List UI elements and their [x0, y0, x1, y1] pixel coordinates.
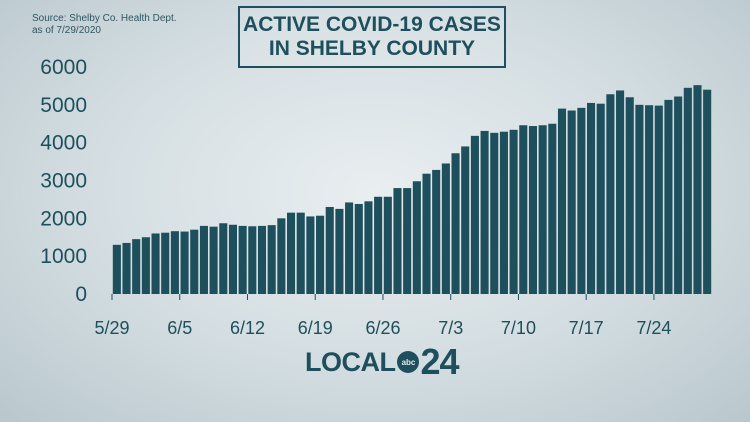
bar-7-13: [548, 123, 557, 294]
bar-7-26: [674, 96, 683, 294]
bar-6-5: [180, 231, 189, 294]
bar-7-1: [432, 169, 441, 294]
bar-7-25: [664, 99, 673, 294]
x-tick-label: 7/17: [569, 318, 604, 338]
bar-7-29: [703, 89, 712, 294]
bar-7-28: [693, 85, 702, 294]
bar-7-3: [451, 153, 460, 294]
bar-7-15: [567, 110, 576, 294]
bar-6-9: [219, 223, 228, 294]
bar-6-3: [161, 232, 170, 294]
bar-7-5: [470, 135, 479, 294]
bar-7-11: [528, 126, 538, 295]
abc-network-icon: abc: [397, 351, 420, 373]
chart-title: ACTIVE COVID-19 CASES IN SHELBY COUNTY: [238, 6, 506, 68]
bar-6-11: [238, 225, 247, 294]
source-note: Source: Shelby Co. Health Dept. as of 7/…: [32, 13, 212, 37]
bar-6-20: [325, 206, 334, 294]
bar-6-12: [248, 226, 257, 294]
y-tick-label: 5000: [40, 94, 87, 117]
bar-7-6: [480, 130, 489, 294]
bar-7-18: [596, 103, 605, 294]
y-axis-ticks: 0 1000 2000 3000 4000 5000 6000: [40, 56, 87, 306]
bar-5-31: [132, 239, 141, 294]
y-tick-label: 2000: [40, 207, 87, 230]
bar-6-13: [257, 225, 267, 294]
chart-title-line-1: ACTIVE COVID-19 CASES: [243, 13, 501, 36]
bar-6-15: [277, 218, 286, 294]
bar-6-8: [209, 226, 218, 294]
bar-7-17: [586, 102, 596, 294]
y-tick-label: 3000: [40, 170, 87, 193]
x-tick-label: 6/19: [298, 318, 333, 338]
bar-6-27: [393, 188, 402, 294]
chart-title-line-2: IN SHELBY COUNTY: [268, 37, 476, 60]
bar-6-29: [412, 181, 421, 294]
bar-5-29: [112, 244, 121, 294]
bar-6-18: [306, 216, 315, 294]
bar-6-26: [383, 196, 392, 294]
logo-channel-number: 24: [420, 341, 459, 382]
bar-7-16: [577, 107, 586, 294]
bar-6-19: [316, 215, 325, 294]
bar-7-8: [499, 131, 508, 294]
bar-6-17: [296, 212, 305, 294]
y-tick-label: 4000: [40, 132, 87, 155]
station-logo: LOCAL abc 24: [305, 340, 460, 384]
bar-6-4: [170, 231, 179, 294]
bar-7-14: [557, 108, 567, 295]
y-tick-label: 1000: [40, 245, 87, 268]
x-tick-label: 6/26: [365, 318, 400, 338]
x-tick-label: 7/3: [438, 318, 463, 338]
bar-7-22: [635, 104, 644, 294]
x-tick-label: 7/24: [636, 318, 671, 338]
x-tick-label: 5/29: [94, 318, 129, 338]
bar-7-27: [683, 87, 692, 294]
bar-7-9: [509, 129, 518, 294]
bar-7-4: [461, 146, 470, 294]
x-axis-ticks: 5/29 6/5 6/12 6/19 6/26 7/3 7/10 7/17 7/24: [94, 294, 671, 338]
bar-6-16: [286, 212, 296, 294]
bar-6-10: [228, 224, 238, 294]
bar-6-25: [374, 196, 383, 294]
bar-6-21: [335, 208, 344, 295]
bar-7-20: [616, 90, 625, 295]
bar-7-10: [519, 125, 528, 294]
bars-group: [112, 85, 712, 295]
bar-6-2: [151, 233, 160, 294]
bar-7-7: [490, 132, 499, 294]
bar-7-12: [538, 125, 547, 294]
y-tick-label: 6000: [40, 56, 87, 79]
bar-7-2: [441, 163, 450, 294]
x-tick-label: 7/10: [501, 318, 536, 338]
bar-6-23: [354, 203, 363, 294]
bar-7-23: [645, 105, 654, 295]
x-tick-label: 6/12: [230, 318, 265, 338]
x-tick-label: 6/5: [167, 318, 192, 338]
source-line-2: as of 7/29/2020: [32, 25, 101, 36]
bar-6-28: [403, 188, 412, 294]
bar-7-24: [654, 105, 663, 294]
bar-6-30: [422, 173, 431, 294]
y-tick-label: 0: [75, 283, 87, 306]
bar-6-22: [345, 202, 354, 294]
bar-7-19: [606, 94, 615, 295]
bar-6-14: [267, 225, 276, 294]
bar-6-6: [190, 229, 199, 294]
source-line-1: Source: Shelby Co. Health Dept.: [32, 13, 177, 24]
logo-wordmark: LOCAL: [305, 346, 396, 377]
bar-5-30: [122, 242, 131, 294]
bar-7-21: [625, 97, 634, 295]
bar-6-24: [364, 201, 373, 294]
bar-6-7: [199, 225, 208, 294]
bar-6-1: [141, 237, 150, 294]
